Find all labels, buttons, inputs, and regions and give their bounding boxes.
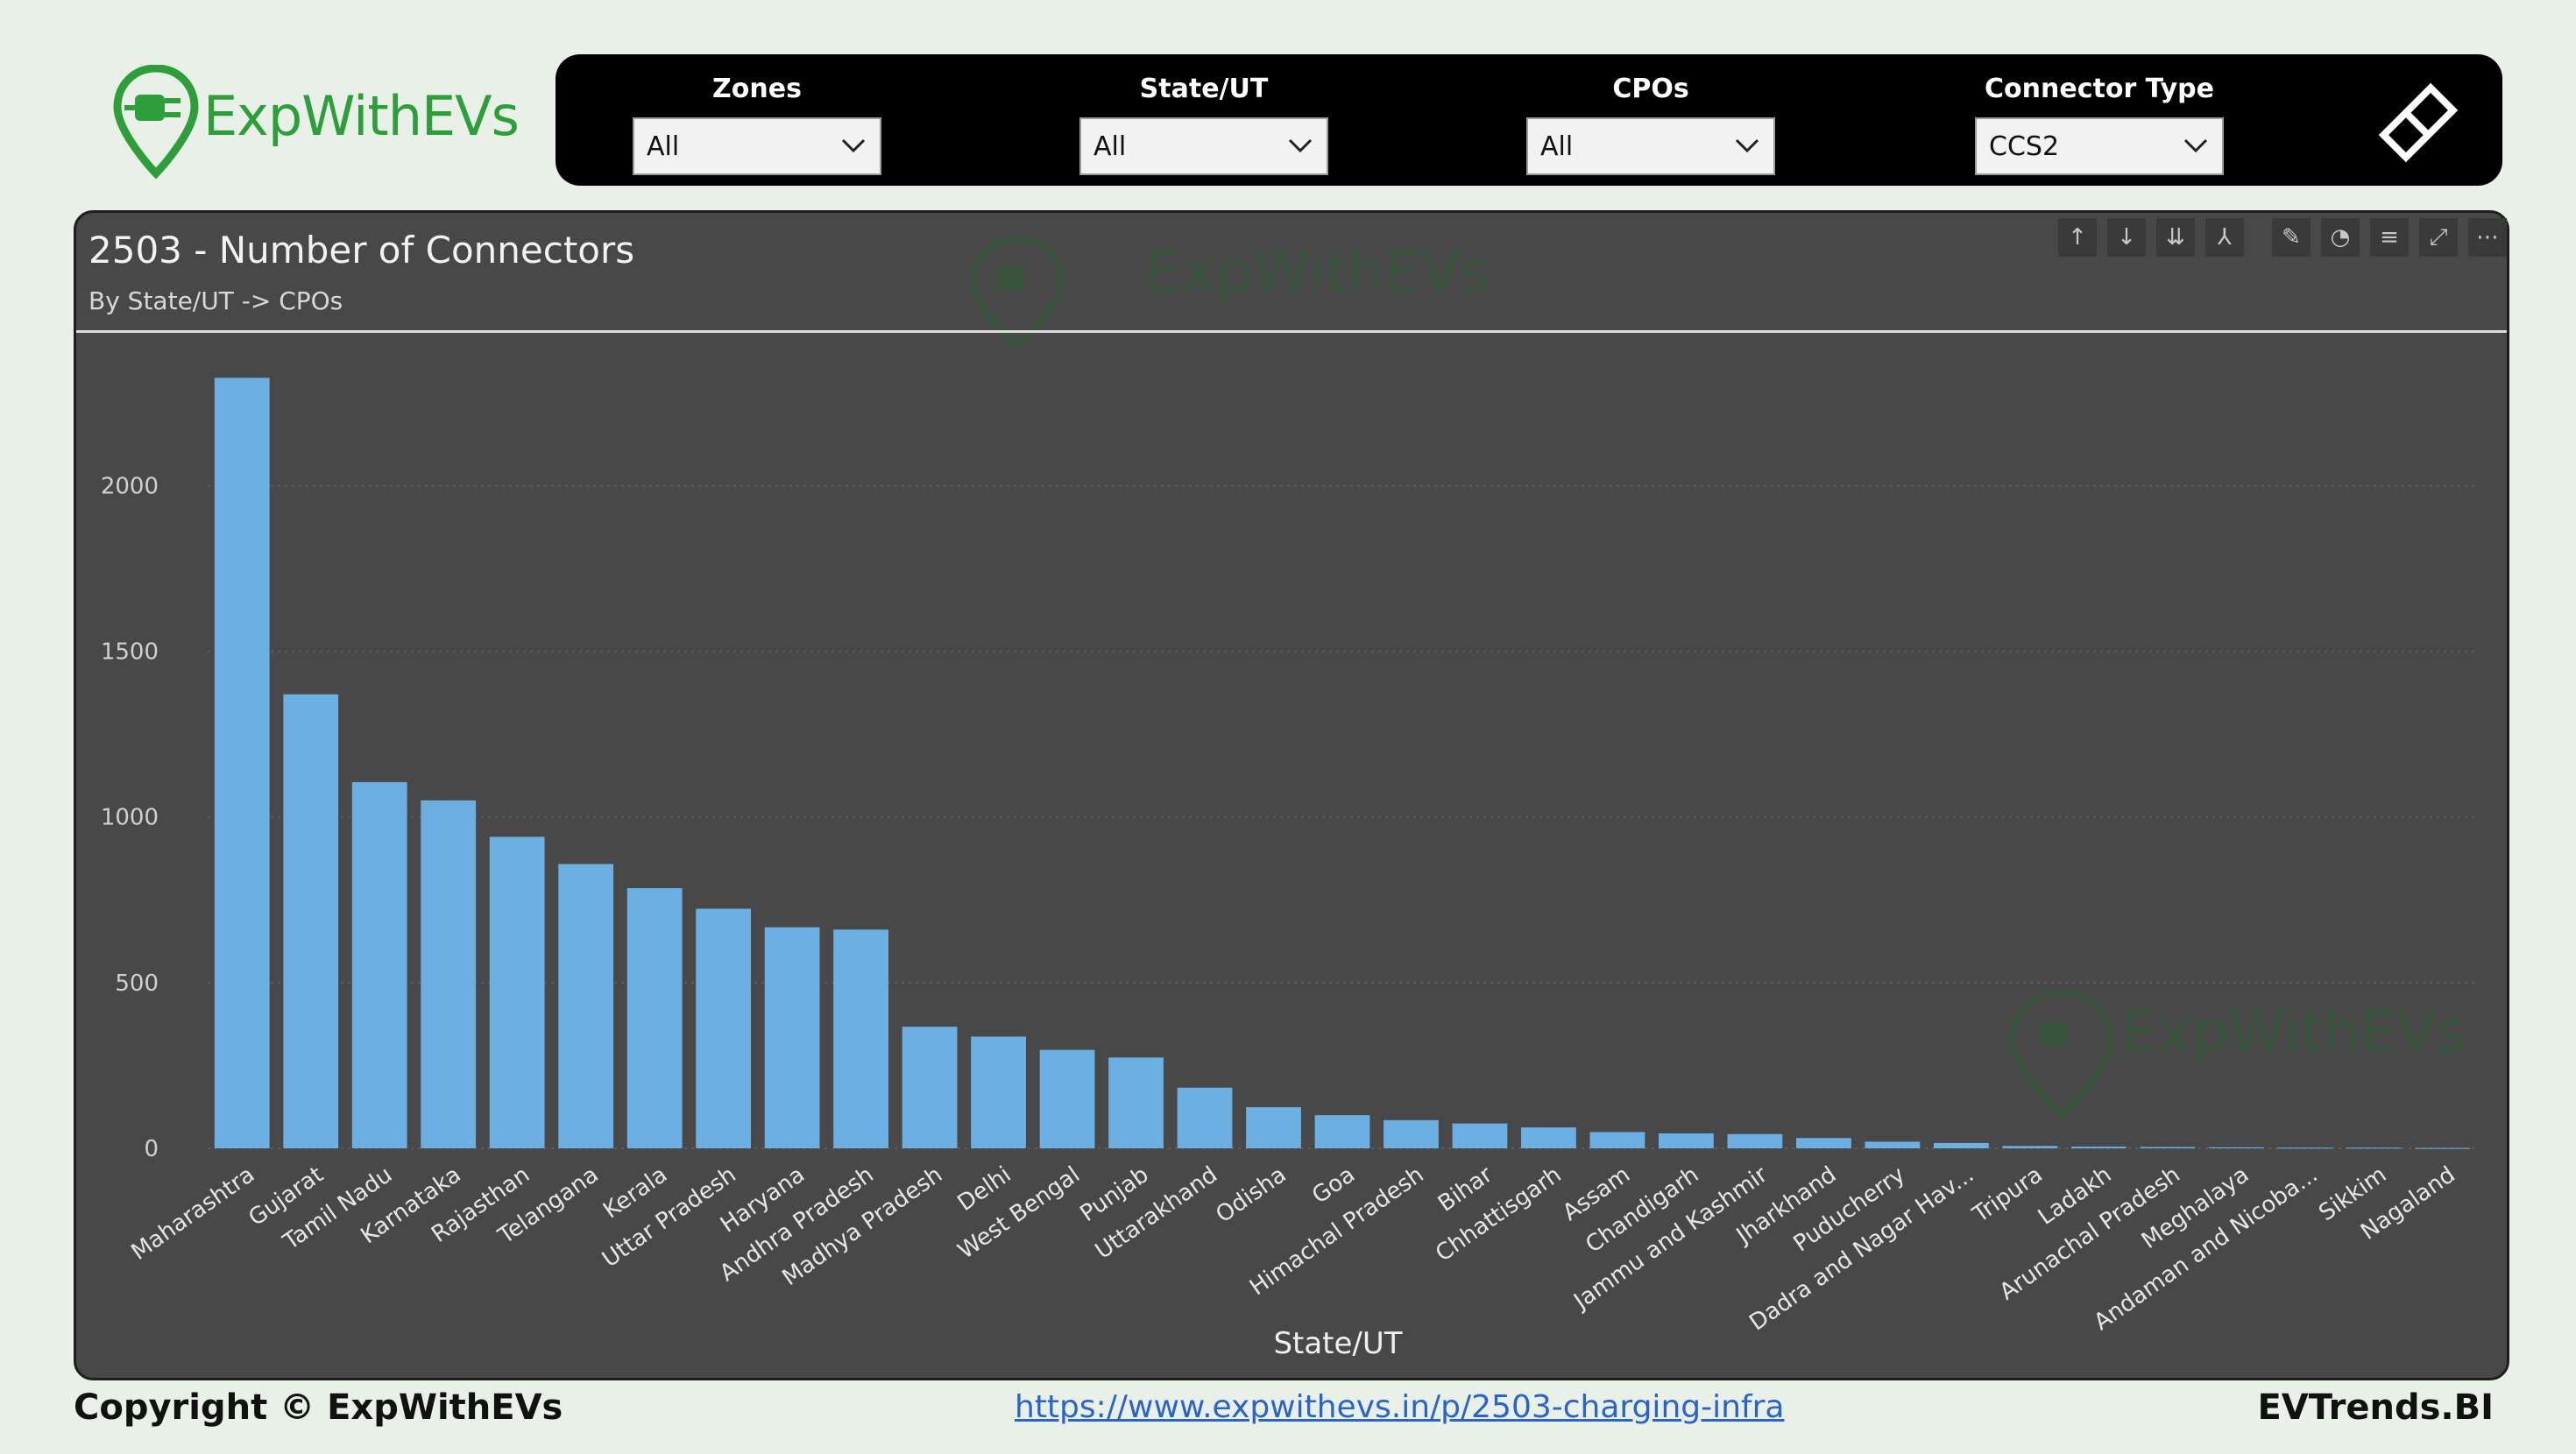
- dropdown-value: All: [647, 131, 680, 162]
- bar[interactable]: [421, 800, 477, 1148]
- pin-icon[interactable]: ✎: [2272, 218, 2311, 257]
- filter-state: State/UT All: [1079, 74, 1328, 175]
- focus-mode-icon[interactable]: ⤢: [2419, 218, 2458, 257]
- connector-type-dropdown[interactable]: CCS2: [1975, 117, 2224, 175]
- visual-title: 2503 - Number of Connectors: [88, 229, 635, 272]
- visual-header-toolbar: ↑ ↓ ⇊ ⅄ ✎ ◔ ≡ ⤢ ⋯: [2058, 218, 2507, 257]
- filter-label: Zones: [712, 74, 802, 104]
- footer-copyright: Copyright © ExpWithEVs: [74, 1387, 563, 1428]
- dropdown-value: All: [1540, 131, 1574, 162]
- filter-label: CPOs: [1612, 74, 1689, 104]
- bar[interactable]: [2415, 1147, 2471, 1149]
- y-tick-label: 1000: [101, 805, 159, 831]
- map-pin-plug-icon: [113, 64, 199, 180]
- bell-icon[interactable]: ◔: [2321, 218, 2360, 257]
- bar[interactable]: [902, 1027, 958, 1148]
- y-tick-label: 2000: [101, 473, 159, 499]
- chart-panel: ExpWithEVs ExpWithEVs 0 500 1000 1500 2000 M…: [74, 210, 2509, 1380]
- state-dropdown[interactable]: All: [1079, 117, 1328, 175]
- filter-cpos: CPOs All: [1526, 74, 1775, 175]
- bar[interactable]: [1314, 1115, 1370, 1148]
- filter-label: Connector Type: [1985, 74, 2214, 104]
- cpos-dropdown[interactable]: All: [1526, 117, 1775, 175]
- zones-dropdown[interactable]: All: [633, 117, 881, 175]
- visual-subtitle: By State/UT -> CPOs: [88, 286, 343, 315]
- bar[interactable]: [696, 908, 752, 1148]
- x-tick-label: Odisha: [1211, 1161, 1291, 1228]
- drill-down-icon[interactable]: ↓: [2107, 218, 2146, 257]
- eraser-icon[interactable]: [2376, 81, 2460, 165]
- watermark-logo: ExpWithEVs: [970, 236, 1490, 349]
- filter-icon[interactable]: ≡: [2370, 218, 2409, 257]
- bar[interactable]: [489, 836, 545, 1148]
- bar[interactable]: [214, 378, 270, 1148]
- bar[interactable]: [1452, 1123, 1508, 1148]
- bar[interactable]: [2346, 1147, 2402, 1149]
- bar[interactable]: [971, 1036, 1026, 1148]
- bar[interactable]: [833, 929, 888, 1148]
- next-level-icon[interactable]: ⇊: [2156, 218, 2195, 257]
- expand-hierarchy-icon[interactable]: ⅄: [2205, 218, 2244, 257]
- chevron-down-icon: [841, 138, 866, 153]
- bar[interactable]: [1384, 1119, 1439, 1148]
- bar[interactable]: [2277, 1147, 2333, 1149]
- watermark-logo: ExpWithEVs: [2009, 989, 2466, 1119]
- bar[interactable]: [626, 888, 683, 1148]
- bar[interactable]: [1177, 1087, 1233, 1148]
- bar[interactable]: [1659, 1133, 1714, 1148]
- bar[interactable]: [1796, 1138, 1851, 1148]
- bars: [214, 378, 2471, 1149]
- bar[interactable]: [558, 864, 614, 1148]
- chevron-down-icon: [2183, 138, 2208, 153]
- y-axis: 0 500 1000 1500 2000: [101, 473, 159, 1162]
- bar[interactable]: [1039, 1049, 1095, 1148]
- watermark-text: ExpWithEVs: [1145, 238, 1490, 306]
- watermark-text: ExpWithEVs: [2121, 999, 2466, 1066]
- x-axis-title: State/UT: [1273, 1326, 1402, 1361]
- title-divider: [76, 330, 2507, 333]
- y-tick-label: 0: [144, 1136, 159, 1162]
- y-tick-label: 1500: [101, 639, 159, 666]
- dropdown-value: All: [1093, 131, 1127, 162]
- filter-connector-type: Connector Type CCS2: [1975, 74, 2224, 175]
- bar[interactable]: [1865, 1141, 1921, 1148]
- dropdown-value: CCS2: [1989, 131, 2060, 162]
- brand-logo: ExpWithEVs: [112, 64, 520, 180]
- bar[interactable]: [1246, 1107, 1301, 1148]
- chevron-down-icon: [1735, 138, 1759, 153]
- bar-chart: ExpWithEVs ExpWithEVs 0 500 1000 1500 2000 M…: [101, 236, 2477, 1361]
- brand-name: ExpWithEVs: [203, 84, 520, 148]
- bar[interactable]: [1108, 1057, 1164, 1148]
- bar[interactable]: [2070, 1147, 2127, 1148]
- bar[interactable]: [2208, 1147, 2264, 1148]
- bar[interactable]: [283, 694, 339, 1148]
- filter-label: State/UT: [1139, 74, 1269, 104]
- bar[interactable]: [1589, 1132, 1645, 1148]
- filter-bar: Zones All State/UT All CPOs All Connecto…: [556, 54, 2502, 186]
- filter-zones: Zones All: [633, 74, 881, 175]
- bar[interactable]: [1933, 1142, 1989, 1148]
- x-tick-label: Tripura: [1967, 1161, 2047, 1229]
- bar[interactable]: [764, 927, 820, 1148]
- more-options-icon[interactable]: ⋯: [2468, 218, 2507, 257]
- bar[interactable]: [1521, 1127, 1576, 1148]
- bar[interactable]: [1727, 1133, 1783, 1148]
- y-tick-label: 500: [115, 971, 159, 997]
- bar[interactable]: [351, 781, 407, 1148]
- x-tick-label: Goa: [1307, 1161, 1360, 1209]
- footer-brand: EVTrends.BI: [2257, 1387, 2494, 1428]
- chevron-down-icon: [1288, 138, 1313, 153]
- bar[interactable]: [2002, 1146, 2058, 1148]
- footer-link[interactable]: https://www.expwithevs.in/p/2503-chargin…: [1015, 1389, 1785, 1425]
- drill-up-icon[interactable]: ↑: [2058, 218, 2097, 257]
- x-tick-label: Maharashtra: [127, 1161, 260, 1266]
- bar[interactable]: [2140, 1147, 2196, 1148]
